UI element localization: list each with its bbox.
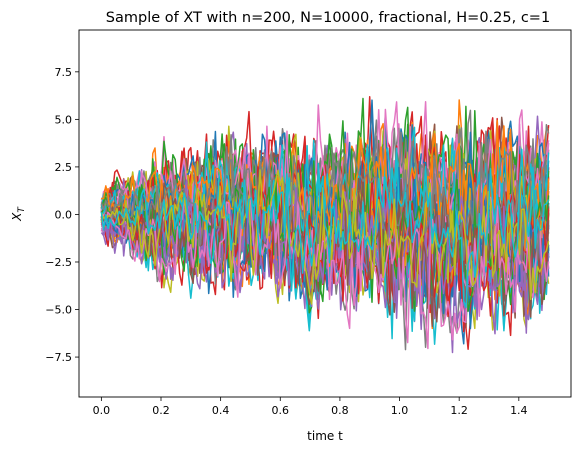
series-paths: [100, 96, 550, 354]
y-tick-label: −5.0: [45, 304, 72, 317]
y-tick-label: −2.5: [45, 256, 72, 269]
plot-frame: [78, 29, 572, 398]
x-tick-label: 0.2: [152, 404, 170, 417]
y-tick-label: 0.0: [55, 208, 73, 221]
x-axis-ticks: 0.0 0.2 0.4 0.6 0.8 1.0 1.2 1.4: [93, 397, 528, 417]
x-tick-label: 0.8: [331, 404, 349, 417]
x-tick-label: 0.0: [93, 404, 111, 417]
x-tick-label: 0.6: [272, 404, 290, 417]
x-tick-label: 1.2: [450, 404, 468, 417]
chart-title: Sample of XT with n=200, N=10000, fracti…: [106, 10, 550, 26]
y-tick-label: 5.0: [55, 113, 73, 126]
x-axis-label: time t: [307, 429, 343, 443]
x-tick-label: 1.4: [510, 404, 528, 417]
y-axis-ticks: −7.5 −5.0 −2.5 0.0 2.5 5.0 7.5: [45, 66, 79, 364]
x-tick-label: 0.4: [212, 404, 230, 417]
series-line: [100, 97, 550, 256]
y-tick-label: −7.5: [45, 351, 72, 364]
y-axis-label-main: X: [10, 212, 24, 222]
series-line: [100, 147, 550, 309]
y-tick-label: 2.5: [55, 161, 73, 174]
y-axis-label: XT: [10, 206, 27, 222]
y-tick-label: 7.5: [55, 66, 73, 79]
x-tick-label: 1.0: [391, 404, 409, 417]
series-line: [100, 169, 550, 305]
y-axis-label-subscript: T: [17, 206, 27, 213]
